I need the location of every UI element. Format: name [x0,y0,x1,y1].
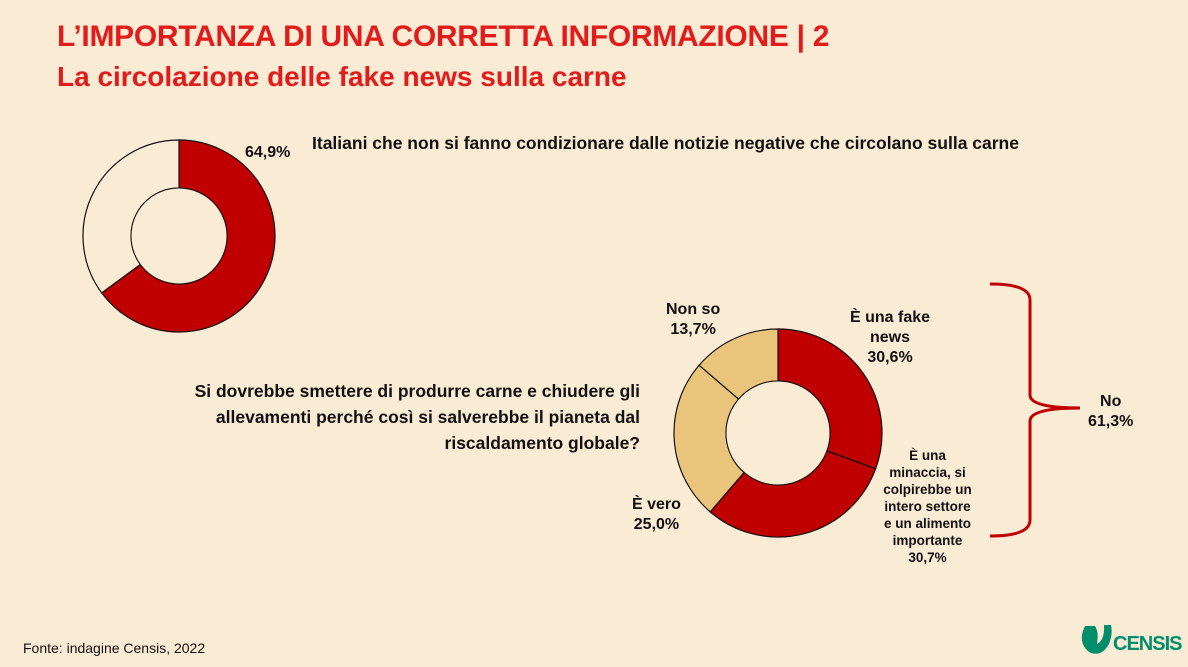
donut1-value-label: 64,9% [245,144,291,161]
label-e-vero: È vero 25,0% [632,496,681,533]
donut1-title: Italiani che non si fanno condizionare d… [312,133,1019,153]
donut-chart-1 [82,139,276,333]
label-minaccia: È una minaccia, si colpirebbe un intero … [883,448,972,565]
censis-logo-icon [1081,625,1112,654]
page-subtitle: La circolazione delle fake news sulla ca… [57,61,627,92]
brace-icon [989,282,1081,538]
source-note: Fonte: indagine Censis, 2022 [23,640,206,656]
label-no-group: No 61,3% [1088,393,1134,430]
donut-chart-2 [673,328,883,538]
label-fake-news: È una fake news 30,6% [849,309,931,366]
donut-hole [725,380,831,486]
page-title: L’IMPORTANZA DI UNA CORRETTA INFORMAZION… [57,20,830,53]
donut2-question: Si dovrebbe smettere di produrre carne e… [194,381,640,453]
censis-logo: CENSIS [1077,622,1182,656]
donut-hole [130,187,228,285]
label-non-so: Non so 13,7% [666,301,721,338]
